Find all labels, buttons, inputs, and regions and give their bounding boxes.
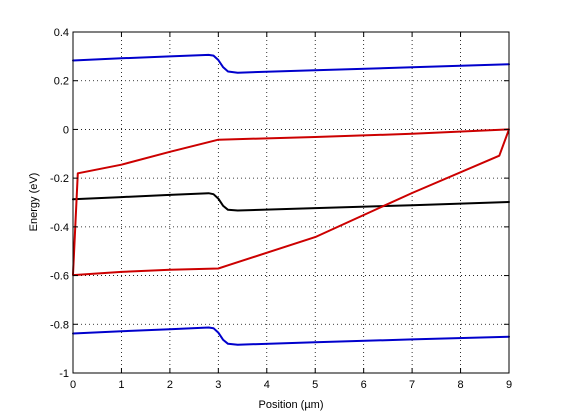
y-tick-label: 0.2 <box>54 76 69 88</box>
series-line-2 <box>72 192 510 212</box>
x-tick-labels: 0 1 2 3 4 5 6 7 8 9 <box>70 379 512 391</box>
y-tick-label: -1 <box>59 368 69 380</box>
series-line-3 <box>72 326 510 346</box>
plot-background <box>73 32 509 373</box>
y-axis-label: Energy (eV) <box>28 173 40 232</box>
y-tick-label: 0.4 <box>54 27 69 39</box>
y-tick-label: 0 <box>63 124 69 136</box>
y-tick-label: -0.8 <box>50 319 69 331</box>
grid-lines <box>73 32 509 373</box>
x-tick-label: 0 <box>70 379 76 391</box>
x-tick-label: 3 <box>215 379 221 391</box>
y-tick-labels: -1 -0.8 -0.6 -0.4 -0.2 0 0.2 0.4 <box>50 27 69 380</box>
x-tick-label: 2 <box>167 379 173 391</box>
y-tick-label: -0.4 <box>50 222 69 234</box>
y-tick-label: -0.2 <box>50 173 69 185</box>
x-tick-label: 5 <box>312 379 318 391</box>
plot-frame <box>72 31 510 374</box>
x-tick-label: 1 <box>118 379 124 391</box>
axis-ticks <box>72 31 510 374</box>
data-series <box>72 53 510 346</box>
x-tick-label: 7 <box>409 379 415 391</box>
x-tick-label: 9 <box>506 379 512 391</box>
series-line-4 <box>72 128 510 277</box>
x-tick-label: 8 <box>457 379 463 391</box>
y-tick-label: -0.6 <box>50 271 69 283</box>
x-tick-label: 4 <box>264 379 270 391</box>
x-axis-label: Position (µm) <box>258 399 323 411</box>
x-tick-label: 6 <box>361 379 367 391</box>
series-line-1 <box>72 53 510 74</box>
